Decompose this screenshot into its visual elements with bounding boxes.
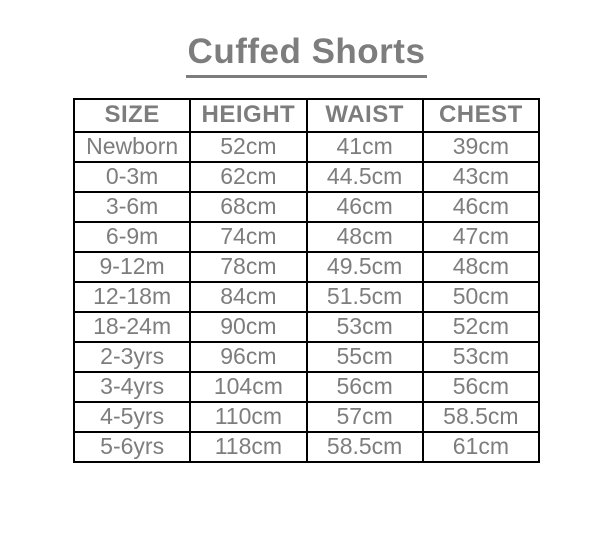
size-cell: 18-24m: [72, 310, 192, 343]
size-cell: 3-4yrs: [72, 370, 192, 403]
waist-cell: 57cm: [305, 400, 424, 433]
chest-cell: 52cm: [421, 310, 541, 343]
table-row: 0-3m 62cm 44.5cm 43cm: [72, 160, 541, 193]
waist-cell: 58.5cm: [305, 430, 424, 463]
height-cell: 118cm: [189, 430, 308, 463]
size-chart-table: SIZE HEIGHT WAIST CHEST Newborn 52cm 41c…: [72, 97, 541, 463]
height-cell: 52cm: [189, 130, 308, 163]
waist-cell: 46cm: [305, 190, 424, 223]
size-cell: 2-3yrs: [72, 340, 192, 373]
chest-cell: 53cm: [421, 340, 541, 373]
size-cell: 0-3m: [72, 160, 192, 193]
table-body: Newborn 52cm 41cm 39cm 0-3m 62cm 44.5cm …: [72, 130, 541, 463]
table-row: 3-4yrs 104cm 56cm 56cm: [72, 370, 541, 403]
height-cell: 96cm: [189, 340, 308, 373]
chest-cell: 48cm: [421, 250, 541, 283]
height-cell: 62cm: [189, 160, 308, 193]
table-row: 3-6m 68cm 46cm 46cm: [72, 190, 541, 223]
waist-cell: 51.5cm: [305, 280, 424, 313]
table-row: 12-18m 84cm 51.5cm 50cm: [72, 280, 541, 313]
table-row: Newborn 52cm 41cm 39cm: [72, 130, 541, 163]
chest-cell: 58.5cm: [421, 400, 541, 433]
height-cell: 68cm: [189, 190, 308, 223]
table-row: 6-9m 74cm 48cm 47cm: [72, 220, 541, 253]
height-cell: 74cm: [189, 220, 308, 253]
waist-cell: 44.5cm: [305, 160, 424, 193]
size-cell: Newborn: [72, 130, 192, 163]
table-header: SIZE HEIGHT WAIST CHEST: [72, 97, 541, 133]
size-cell: 6-9m: [72, 220, 192, 253]
size-cell: 5-6yrs: [72, 430, 192, 463]
column-header-height: HEIGHT: [189, 97, 308, 133]
column-header-size: SIZE: [72, 97, 192, 133]
chest-cell: 39cm: [421, 130, 541, 163]
chest-cell: 47cm: [421, 220, 541, 253]
size-cell: 9-12m: [72, 250, 192, 283]
height-cell: 84cm: [189, 280, 308, 313]
chest-cell: 50cm: [421, 280, 541, 313]
waist-cell: 55cm: [305, 340, 424, 373]
waist-cell: 49.5cm: [305, 250, 424, 283]
column-header-waist: WAIST: [305, 97, 424, 133]
chest-cell: 46cm: [421, 190, 541, 223]
chest-cell: 61cm: [421, 430, 541, 463]
height-cell: 78cm: [189, 250, 308, 283]
table-row: 2-3yrs 96cm 55cm 53cm: [72, 340, 541, 373]
title-wrap: Cuffed Shorts: [0, 0, 613, 78]
table-row: 4-5yrs 110cm 57cm 58.5cm: [72, 400, 541, 433]
page-title: Cuffed Shorts: [185, 32, 428, 78]
table-row: 5-6yrs 118cm 58.5cm 61cm: [72, 430, 541, 463]
height-cell: 104cm: [189, 370, 308, 403]
height-cell: 110cm: [189, 400, 308, 433]
waist-cell: 41cm: [305, 130, 424, 163]
table-row: 9-12m 78cm 49.5cm 48cm: [72, 250, 541, 283]
waist-cell: 53cm: [305, 310, 424, 343]
chest-cell: 43cm: [421, 160, 541, 193]
waist-cell: 56cm: [305, 370, 424, 403]
waist-cell: 48cm: [305, 220, 424, 253]
header-row: SIZE HEIGHT WAIST CHEST: [72, 97, 541, 133]
size-cell: 4-5yrs: [72, 400, 192, 433]
size-cell: 3-6m: [72, 190, 192, 223]
size-cell: 12-18m: [72, 280, 192, 313]
height-cell: 90cm: [189, 310, 308, 343]
table-row: 18-24m 90cm 53cm 52cm: [72, 310, 541, 343]
column-header-chest: CHEST: [421, 97, 541, 133]
chest-cell: 56cm: [421, 370, 541, 403]
